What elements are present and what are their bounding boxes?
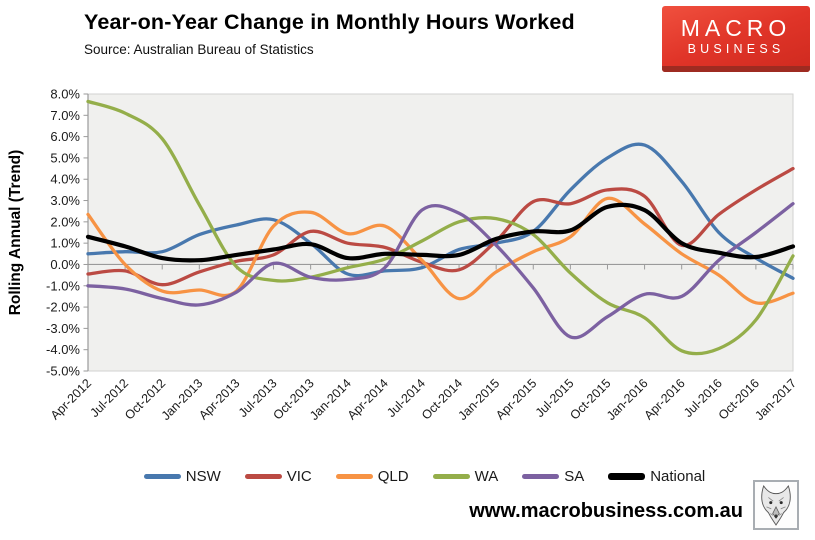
y-tick-label: 4.0% [50,172,80,187]
legend-label-nsw: NSW [185,467,221,485]
legend-item-qld: QLD [335,467,409,485]
macrobusiness-logo: MACRO BUSINESS [662,6,810,72]
y-tick-label: 0.0% [50,257,80,272]
y-tick-label: -3.0% [46,321,80,336]
legend-item-sa: SA [522,468,584,485]
legend-label-vic: VIC [286,467,312,485]
legend-swatch-sa [522,473,560,479]
series-line-wa [86,99,795,356]
website-url: www.macrobusiness.com.au [469,500,743,522]
y-tick-label: -1.0% [46,278,80,293]
series-line-vic [86,166,795,287]
page-title: Year-on-Year Change in Monthly Hours Wor… [84,10,575,34]
chart-legend: NSW VIC QLD WA SA National [0,463,815,489]
legend-item-nsw: NSW [143,467,221,485]
logo-text-business: BUSINESS [687,42,785,56]
wolf-logo-frame [753,480,799,530]
series-line-national [85,202,796,263]
x-tick-label: Apr-2014 [345,376,391,422]
logo-text-macro: MACRO [680,15,792,41]
legend-swatch-wa [432,473,470,479]
y-tick-label: 5.0% [50,150,80,165]
y-tick-label: -5.0% [46,364,80,379]
x-tick-label: Apr-2015 [493,376,539,422]
legend-label-national: National [650,467,706,485]
x-tick-label: Jan-2017 [752,376,799,423]
x-tick-label: Apr-2012 [48,376,94,422]
legend-swatch-nsw [143,473,181,479]
legend-swatch-national [608,472,646,480]
y-tick-label: -2.0% [46,300,80,315]
legend-item-vic: VIC [244,467,312,485]
x-tick-label: Apr-2016 [642,376,688,422]
x-tick-label: Apr-2013 [196,376,242,422]
series-line-sa [86,202,795,340]
y-tick-label: 1.0% [50,236,80,251]
y-tick-label: -4.0% [46,342,80,357]
chart-source-label: Source: Australian Bureau of Statistics [84,42,314,57]
legend-swatch-vic [244,473,282,479]
y-tick-label: 2.0% [50,214,80,229]
legend-label-qld: QLD [377,467,409,485]
series-line-nsw [86,142,795,280]
series-line-qld [86,196,795,305]
y-tick-label: 3.0% [50,193,80,208]
y-tick-label: 7.0% [50,108,80,123]
legend-label-sa: SA [564,467,585,485]
legend-label-wa: WA [474,467,499,485]
legend-swatch-qld [335,473,373,479]
plot-area [87,93,794,372]
y-axis-title: Rolling Annual (Trend) [7,150,24,316]
y-tick-label: 6.0% [50,129,80,144]
y-tick-label: 8.0% [50,87,80,102]
legend-item-national: National [608,468,705,485]
logo-bottom-strip [662,66,810,72]
legend-item-wa: WA [432,467,499,485]
wolf-icon [761,484,791,526]
